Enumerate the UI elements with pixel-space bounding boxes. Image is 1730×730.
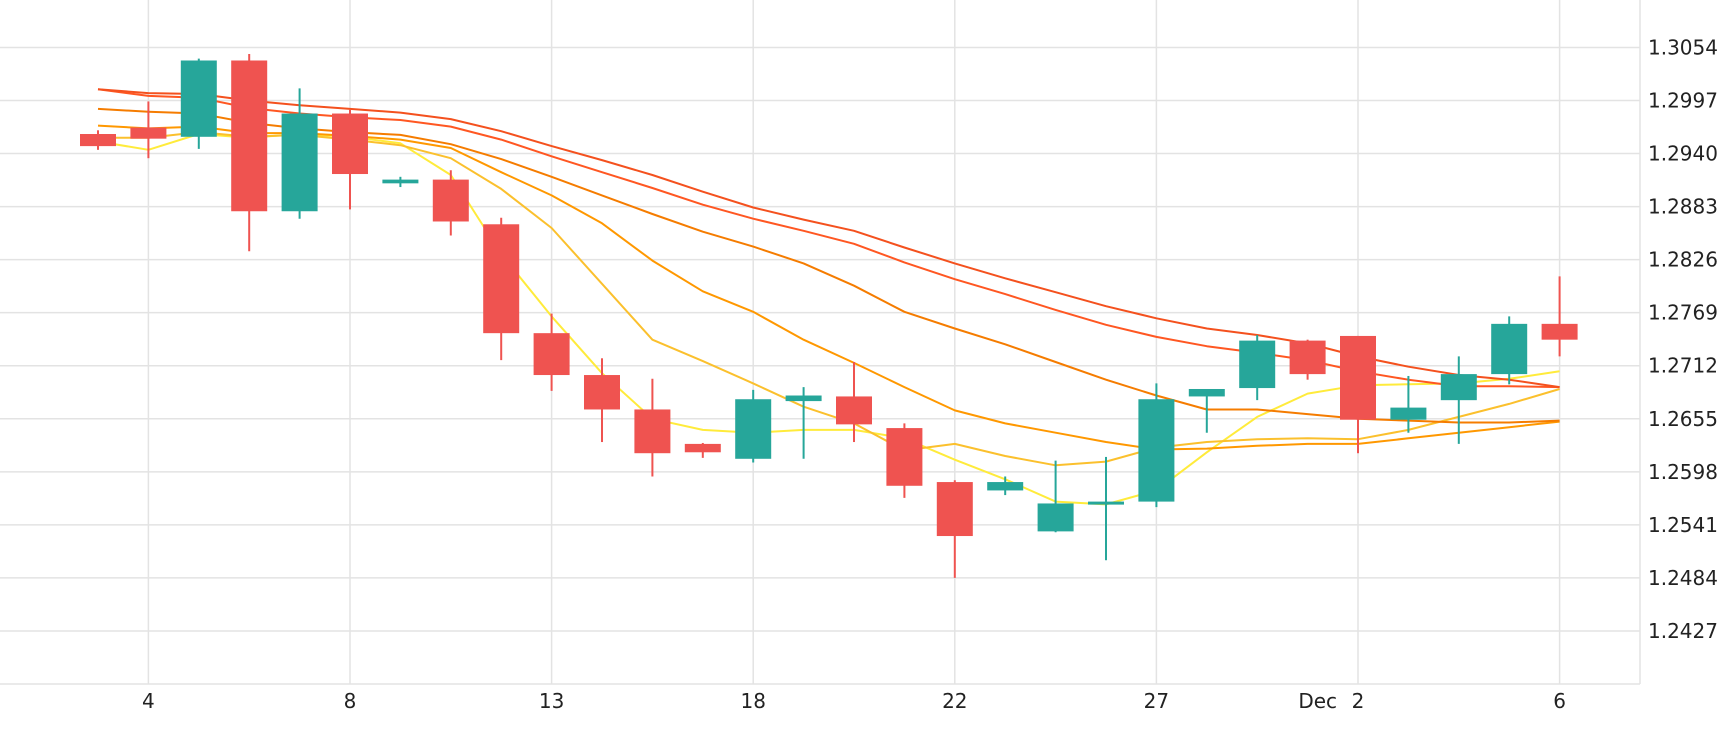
y-tick-label: 1.2655 <box>1648 407 1718 431</box>
candle <box>936 480 973 578</box>
candle-body <box>684 443 721 453</box>
candle-body <box>1239 340 1276 389</box>
candle <box>483 217 520 361</box>
candle <box>735 389 772 463</box>
y-tick-label: 1.2712 <box>1648 354 1718 378</box>
candle-body <box>735 399 772 459</box>
candle <box>1491 316 1528 385</box>
candle-body <box>1541 323 1578 340</box>
candle-body <box>1340 335 1376 420</box>
y-tick-label: 1.2769 <box>1648 301 1718 325</box>
candle <box>886 423 923 498</box>
candle <box>1390 375 1427 433</box>
y-tick-label: 1.2883 <box>1648 195 1718 219</box>
candle-body <box>987 482 1024 491</box>
candle-body <box>1088 501 1124 505</box>
x-tick-label: 13 <box>539 689 564 713</box>
candle-body <box>634 409 671 454</box>
candle <box>1440 356 1477 444</box>
x-tick-label: 8 <box>344 689 357 713</box>
x-tick-label: 4 <box>142 689 155 713</box>
candle-layer <box>80 53 1578 578</box>
y-tick-label: 1.2598 <box>1648 460 1718 484</box>
candle <box>1037 460 1074 533</box>
y-tick-label: 1.2997 <box>1648 89 1718 113</box>
candle <box>80 130 116 150</box>
candle <box>584 358 620 443</box>
candle-body <box>836 396 872 425</box>
candle <box>987 476 1024 496</box>
candle-body <box>936 482 973 537</box>
x-tick-label: 22 <box>942 689 967 713</box>
candle <box>1088 456 1124 561</box>
candle <box>1188 388 1225 433</box>
y-tick-label: 1.3054 <box>1648 35 1718 59</box>
candle-body <box>1390 407 1427 420</box>
candle-body <box>1037 503 1074 532</box>
y-tick-label: 1.2484 <box>1648 566 1718 590</box>
candle-body <box>886 428 923 486</box>
candle <box>1239 335 1276 401</box>
candle-body <box>281 113 318 212</box>
candle-body <box>1188 388 1225 397</box>
candle-body <box>180 60 217 137</box>
grid-layer <box>0 0 1640 684</box>
candle-body <box>130 127 167 139</box>
candle-body <box>1440 374 1477 401</box>
y-tick-label: 1.2940 <box>1648 142 1718 166</box>
candle <box>785 387 822 459</box>
candle <box>836 362 872 443</box>
candle <box>130 101 167 159</box>
candle <box>281 88 318 219</box>
candle-body <box>785 395 822 402</box>
y-tick-label: 1.2826 <box>1648 248 1718 272</box>
x-tick-label: 27 <box>1144 689 1169 713</box>
axis-layer: 1.3054 1.2997 1.2940 1.2883 1.2826 1.2769 1.27… <box>0 0 1718 713</box>
candle <box>382 176 419 188</box>
y-tick-label: 1.2427 <box>1648 619 1718 643</box>
candle <box>180 58 217 149</box>
candle <box>1541 276 1578 357</box>
candle <box>332 109 368 210</box>
y-tick-label: 1.2541 <box>1648 513 1718 537</box>
candle <box>1340 335 1376 454</box>
x-tick-label: 18 <box>740 689 765 713</box>
candle-body <box>382 179 419 184</box>
candle-body <box>231 60 268 212</box>
candle <box>684 442 721 458</box>
candle-body <box>533 333 570 376</box>
candle-body <box>80 134 116 147</box>
candle-body <box>483 224 520 334</box>
x-tick-label: 6 <box>1553 689 1566 713</box>
candle <box>1138 383 1175 508</box>
candle-body <box>1289 340 1326 375</box>
candle <box>432 170 469 236</box>
candle <box>231 53 268 252</box>
x-tick-label: Dec <box>1298 689 1337 713</box>
candle-body <box>332 113 368 175</box>
x-tick-label: 2 <box>1352 689 1365 713</box>
candle-body <box>432 179 469 222</box>
candle <box>533 313 570 391</box>
candle-body <box>1491 323 1528 375</box>
candle <box>634 378 671 477</box>
candle-body <box>1138 399 1175 502</box>
candle-body <box>584 375 620 410</box>
candle <box>1289 339 1326 380</box>
